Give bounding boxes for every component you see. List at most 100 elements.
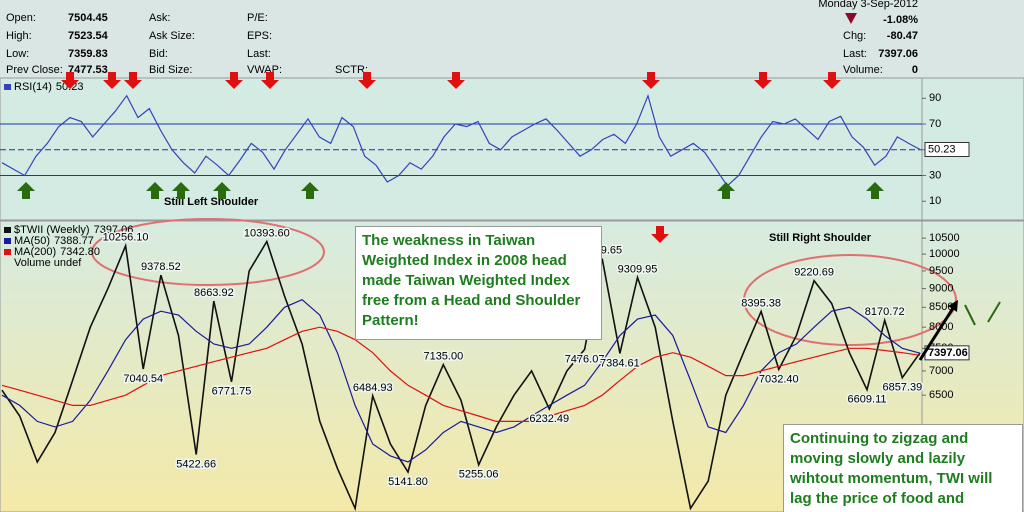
legend-name: $TWII (Weekly) (14, 224, 90, 236)
field-label: EPS: (247, 30, 272, 42)
red-arrow (447, 72, 465, 89)
red-arrow (61, 72, 79, 89)
point-label: 6232.49 (529, 413, 569, 425)
point-label: 5141.80 (388, 476, 428, 488)
field-value: 7477.53 (68, 64, 108, 76)
y-tick-label: 10500 (929, 232, 960, 244)
point-label: 6771.75 (212, 386, 252, 398)
field-label: Volume: (843, 64, 883, 76)
field-value: 7397.06 (878, 48, 918, 60)
field-label: SCTR: (335, 64, 368, 76)
value-tag-label: 7397.06 (928, 347, 968, 359)
red-arrow (103, 72, 121, 89)
point-label: 7032.40 (759, 373, 799, 385)
rsi-panel (0, 77, 1024, 221)
legend-value: 7342.80 (60, 246, 100, 258)
field-value: 7359.83 (68, 48, 108, 60)
point-label: 7384.61 (600, 357, 640, 369)
y-tick-label: 30 (929, 169, 941, 181)
legend-entry: MA(200) 7342.80 (14, 246, 100, 258)
legend-swatch (4, 238, 11, 244)
red-arrow (124, 72, 142, 89)
red-arrow (651, 226, 669, 243)
value-tag-label: 50.23 (928, 143, 956, 155)
field-label: High: (6, 30, 32, 42)
field-label: P/E: (247, 12, 268, 24)
field-label: Chg: (843, 30, 866, 42)
legend-name: MA(50) (14, 235, 50, 247)
point-label: 10393.60 (244, 227, 290, 239)
point-label: 7476.07 (565, 353, 605, 365)
series-line (1, 93, 921, 187)
legend-entry: MA(50) 7388.77 (14, 235, 94, 247)
green-arrow (213, 182, 231, 199)
legend-name: MA(200) (14, 246, 56, 258)
legend-swatch (4, 84, 11, 90)
green-arrow (717, 182, 735, 199)
green-arrow (146, 182, 164, 199)
field-value: 7523.54 (68, 30, 109, 42)
legend-entry: $TWII (Weekly) 7397.06 (14, 224, 133, 236)
red-arrow (642, 72, 660, 89)
callout: Continuing to zigzag and moving slowly a… (783, 424, 1023, 512)
point-label: 9378.52 (141, 261, 181, 273)
green-arrow (172, 182, 190, 199)
y-tick-label: 9500 (929, 265, 953, 277)
y-tick-label: 90 (929, 92, 941, 104)
y-tick-label: 10 (929, 195, 941, 207)
series-line (1, 298, 921, 463)
field-value: 7504.45 (68, 12, 108, 24)
point-label: 8663.92 (194, 287, 234, 299)
legend-swatch (4, 227, 11, 233)
red-arrow (823, 72, 841, 89)
field-label: Bid Size: (149, 64, 192, 76)
field-label: Last: (247, 48, 271, 60)
point-label: 6857.39 (882, 382, 922, 394)
point-label: 9309.95 (618, 263, 658, 275)
red-arrow (261, 72, 279, 89)
callout: The weakness in Taiwan Weighted Index in… (355, 226, 602, 340)
series-line (1, 326, 921, 422)
y-tick-label: 10000 (929, 248, 960, 260)
field-label: Bid: (149, 48, 168, 60)
highlight-ellipse (743, 254, 957, 346)
field-label: VWAP: (247, 64, 282, 76)
point-label: 10256.10 (103, 232, 149, 244)
y-tick-label: 70 (929, 118, 941, 130)
point-label: 7135.00 (423, 351, 463, 363)
annotation: Still Left Shoulder (164, 196, 259, 208)
point-label: 5255.06 (459, 469, 499, 481)
point-label: 8170.72 (865, 306, 905, 318)
legend-value: 7388.77 (54, 235, 94, 247)
legend-name: RSI(14) (14, 81, 52, 93)
annotation: Still Right Shoulder (769, 232, 872, 244)
y-tick-label: 7000 (929, 365, 953, 377)
legend-value: 7397.06 (94, 224, 134, 236)
legend-swatch (4, 249, 11, 255)
change-pct: -1.08% (883, 14, 918, 26)
field-label: Last: (843, 48, 867, 60)
y-tick-label: 8500 (929, 301, 953, 313)
point-label: 7040.54 (123, 373, 163, 385)
trend-arrow (964, 304, 976, 326)
red-arrow (358, 72, 376, 89)
highlight-ellipse (91, 218, 325, 286)
point-label: 9220.69 (794, 267, 834, 279)
series-line (1, 239, 921, 512)
green-arrow (301, 182, 319, 199)
red-arrow (225, 72, 243, 89)
field-value: 0 (912, 64, 918, 76)
point-label: 8395.38 (741, 297, 781, 309)
down-triangle (845, 13, 857, 24)
field-label: Open: (6, 12, 36, 24)
trend-arrow (918, 304, 957, 361)
field-label: Ask: (149, 12, 170, 24)
y-tick-label: 9000 (929, 283, 953, 295)
y-tick-label: 6500 (929, 389, 953, 401)
green-arrow (17, 182, 35, 199)
date: Monday 3-Sep-2012 (818, 0, 918, 10)
point-label: 6609.11 (848, 394, 887, 406)
point-label: 6484.93 (353, 382, 393, 394)
